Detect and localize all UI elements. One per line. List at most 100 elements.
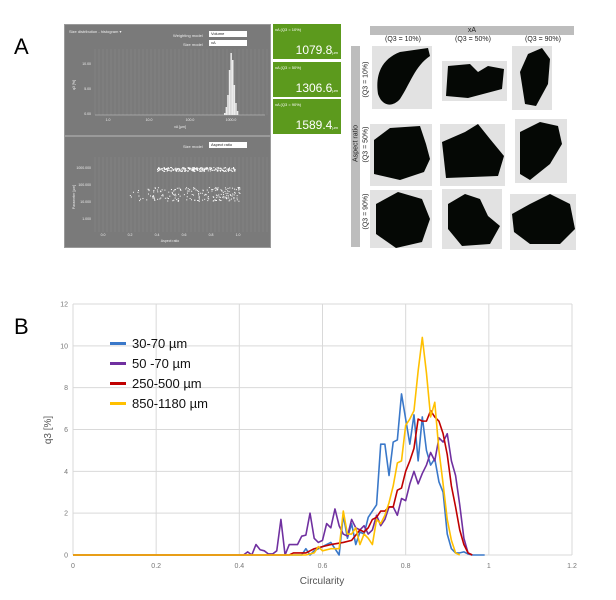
scatter-point	[147, 188, 149, 190]
histogram-panel: Size distribution - histogram ▾ Weightin…	[64, 24, 271, 136]
scatter-point	[160, 191, 162, 193]
scatter-point	[223, 169, 225, 171]
scatter-point	[171, 191, 173, 193]
scatter-point	[227, 187, 229, 189]
scatter-point	[166, 168, 168, 170]
scatter-point	[234, 169, 236, 171]
scatter-point	[232, 170, 234, 172]
scatter-point	[218, 199, 220, 201]
quantile-card-50: xA (Q3 = 50%) 1306.6µm	[273, 62, 341, 97]
scatter-point	[192, 170, 194, 172]
column-label: (Q3 = 50%)	[455, 36, 491, 43]
scatter-point	[211, 169, 213, 171]
scatter-point	[207, 195, 209, 197]
quantile-unit: µm	[332, 50, 338, 55]
scatter-point	[148, 189, 150, 191]
scatter-point	[209, 170, 211, 172]
scatter-point	[197, 190, 199, 192]
scatter-size-model-select[interactable]: Aspect ratio	[209, 142, 247, 148]
scatter-point	[228, 169, 230, 171]
scatter-point	[164, 168, 166, 170]
x-tick-label: 0	[71, 563, 75, 570]
legend-label: 30-70 µm	[132, 336, 188, 351]
scatter-point	[217, 188, 219, 190]
scatter-point	[157, 168, 159, 170]
column-label: (Q3 = 90%)	[525, 36, 561, 43]
scatter-point	[224, 190, 226, 192]
scatter-point	[187, 188, 189, 190]
y-tick-label: 8	[64, 385, 68, 392]
scatter-point	[228, 168, 230, 170]
scatter-point	[225, 192, 227, 194]
scatter-point	[189, 167, 191, 169]
scatter-point	[196, 169, 198, 171]
scatter-point	[225, 188, 227, 190]
scatter-point	[191, 169, 193, 171]
quantile-label: xA (Q3 = 50%)	[275, 65, 302, 70]
hist-bar	[235, 103, 237, 115]
size-model-select[interactable]: xA	[209, 40, 247, 46]
scatter-point	[191, 199, 193, 201]
scatter-x-tick: 0.4	[155, 233, 160, 237]
hist-bar	[230, 53, 232, 115]
row-label: (Q3 = 50%)	[362, 126, 370, 163]
histogram-title[interactable]: Size distribution - histogram ▾	[69, 29, 122, 34]
scatter-point	[213, 200, 215, 202]
scatter-point	[225, 167, 227, 169]
scatter-point	[170, 170, 172, 172]
scatter-point	[201, 192, 203, 194]
hist-x-tick: 100.0	[186, 118, 195, 122]
scatter-point	[192, 170, 194, 172]
scatter-point	[173, 194, 175, 196]
scatter-point	[178, 170, 180, 172]
scatter-point	[180, 189, 182, 191]
scatter-point	[157, 170, 159, 172]
scatter-point	[198, 200, 200, 202]
scatter-point	[193, 169, 195, 171]
scatter-point	[184, 169, 186, 171]
scatter-point	[179, 170, 181, 172]
scatter-point	[159, 190, 161, 192]
scatter-point	[216, 195, 218, 197]
scatter-point	[227, 192, 229, 194]
scatter-point	[218, 194, 220, 196]
hist-bar	[225, 107, 228, 115]
scatter-point	[173, 169, 175, 171]
scatter-point	[207, 197, 209, 199]
hist-y-tick: 0.00	[84, 112, 91, 116]
legend-item: 30-70 µm	[110, 336, 187, 351]
scatter-point	[138, 189, 140, 191]
scatter-point	[213, 167, 215, 169]
scatter-point	[168, 191, 170, 193]
scatter-point	[193, 188, 195, 190]
scatter-point	[217, 167, 219, 169]
scatter-point	[146, 199, 148, 201]
scatter-point	[179, 195, 181, 197]
circularity-chart: 0 0.2 0.4 0.6 0.8 1 1.2 0 2 4 6 8 10 12 Circularity q…	[43, 302, 577, 588]
scatter-point	[224, 170, 226, 172]
quantile-value: 1589.4	[295, 118, 333, 132]
scatter-point	[238, 187, 240, 189]
panel-label-a: A	[14, 34, 29, 59]
scatter-point	[198, 194, 200, 196]
scatter-point	[193, 187, 195, 189]
scatter-point	[229, 167, 231, 169]
scatter-point	[195, 168, 197, 170]
scatter-point	[206, 167, 208, 169]
scatter-point	[216, 169, 218, 171]
scatter-point	[201, 168, 203, 170]
scatter-point	[207, 170, 209, 172]
scatter-point	[154, 187, 156, 189]
scatter-point	[188, 167, 190, 169]
weighting-model-select[interactable]: Volume	[209, 31, 247, 37]
scatter-point	[173, 169, 175, 171]
particle-blob	[448, 194, 500, 246]
scatter-point	[159, 169, 161, 171]
scatter-point	[171, 167, 173, 169]
scatter-point	[194, 199, 196, 201]
hist-bar	[227, 95, 229, 115]
scatter-point	[162, 195, 164, 197]
scatter-point	[217, 167, 219, 169]
scatter-point	[190, 169, 192, 171]
y-tick-label: 12	[60, 302, 68, 309]
